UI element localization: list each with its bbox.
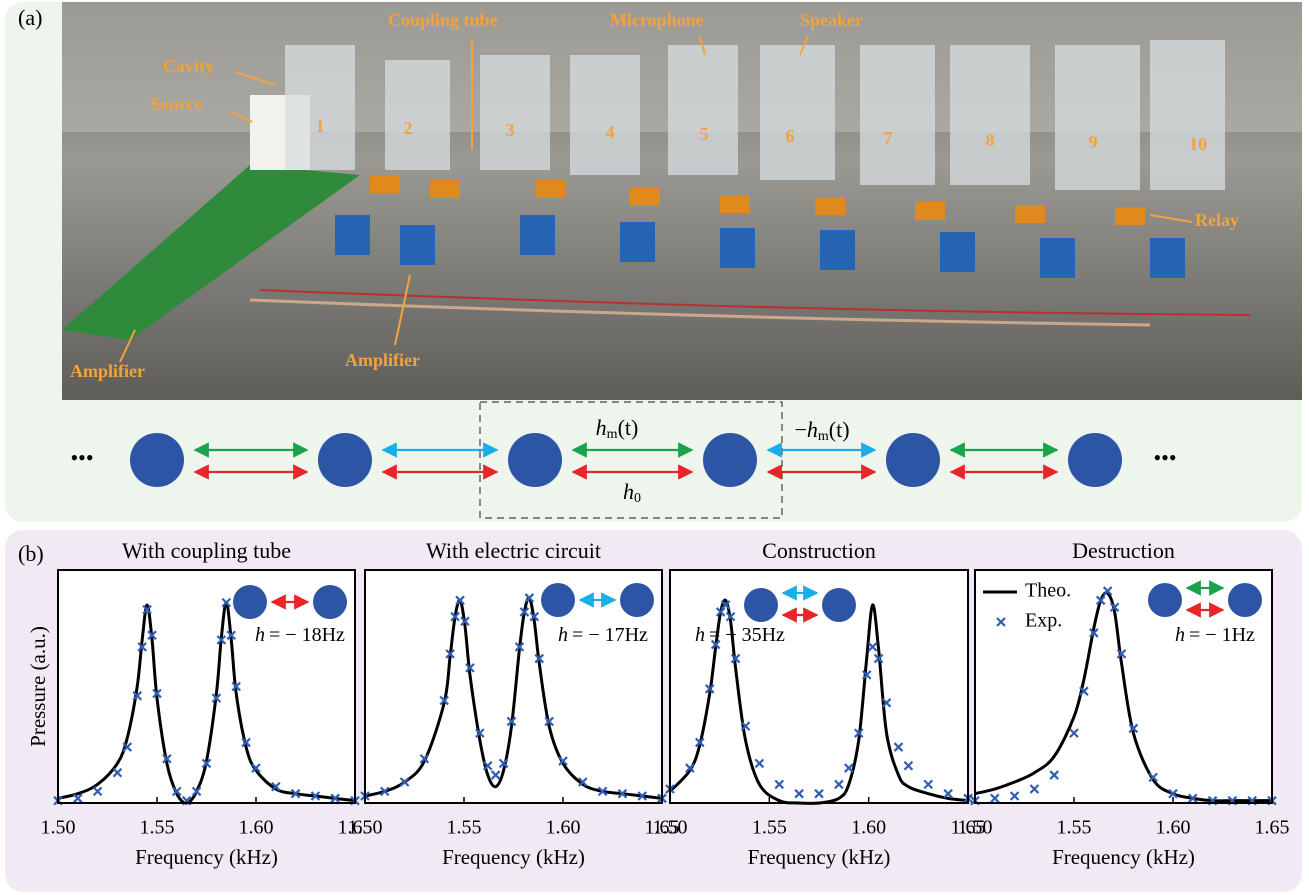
coupling-label: hm(t) [596, 415, 639, 442]
photo [62, 2, 1302, 400]
chart-title: With electric circuit [426, 538, 601, 563]
figure: (a) (b) Cavity Source Coupling tube Microphon… [0, 0, 1309, 895]
panel-label: (b) [18, 541, 44, 566]
cavity-number: 9 [1089, 132, 1098, 152]
x-tick-label: 1.50 [41, 817, 76, 839]
annotation-symbol: h [1175, 624, 1185, 646]
photo-label: Amplifier [70, 361, 145, 381]
cavity-number: 6 [786, 126, 795, 146]
inset-resonator [313, 585, 347, 619]
ellipsis: ••• [70, 445, 93, 470]
photo-label: Coupling tube [388, 10, 498, 30]
x-tick-label: 1.55 [140, 817, 175, 839]
resonator [318, 433, 372, 487]
cavity-number: 1 [316, 116, 325, 136]
photo-label: Microphone [610, 10, 704, 30]
annotation-text: = − 1Hz [1189, 624, 1255, 646]
x-axis-label: Frequency (kHz) [442, 845, 585, 869]
inset-resonator [233, 585, 267, 619]
photo-label: Relay [1195, 210, 1239, 230]
subscript: m [607, 427, 618, 442]
x-tick-label: 1.60 [851, 817, 886, 839]
inset-resonator [744, 588, 778, 622]
cavity-number: 7 [884, 128, 893, 148]
plot-area [670, 570, 968, 803]
chart-title: Construction [762, 538, 876, 563]
x-tick-label: 1.65 [1255, 817, 1290, 839]
x-axis-label: Frequency (kHz) [1052, 845, 1195, 869]
suffix: (t) [618, 415, 639, 440]
photo-label: Speaker [800, 10, 863, 30]
cavity-number: 4 [606, 122, 615, 142]
annotation-symbol: h [558, 624, 568, 646]
annotation-symbol: h [695, 624, 705, 646]
resonator [703, 433, 757, 487]
photo-label: Source [150, 94, 203, 114]
suffix: (t) [829, 417, 850, 442]
photo-label: Cavity [163, 56, 214, 76]
cavity-number: 10 [1189, 134, 1207, 154]
panel-label: (a) [18, 5, 42, 30]
x-axis-label: Frequency (kHz) [135, 845, 278, 869]
chart-title: Destruction [1072, 538, 1175, 563]
inset-resonator [1228, 583, 1262, 617]
plot-area [365, 570, 662, 803]
legend-label: Theo. [1025, 580, 1071, 602]
legend-label: Exp. [1025, 610, 1062, 632]
ellipsis: ••• [1153, 445, 1176, 470]
annotation-text: = − 35Hz [709, 624, 785, 646]
annotation: h= − 18Hz [255, 624, 345, 646]
cavity-number: 5 [700, 124, 709, 144]
x-tick-label: 1.60 [239, 817, 274, 839]
subscript: 0 [634, 491, 641, 506]
photo-label: Amplifier [345, 350, 420, 370]
x-tick-label: 1.50 [958, 817, 993, 839]
resonator [1068, 433, 1122, 487]
x-tick-label: 1.55 [752, 817, 787, 839]
x-tick-label: 1.60 [546, 817, 581, 839]
annotation: h= − 35Hz [695, 624, 785, 646]
inset-resonator [822, 588, 856, 622]
symbol: h [807, 417, 818, 442]
cavity-number: 2 [404, 118, 413, 138]
resonator [886, 433, 940, 487]
x-tick-label: 1.55 [447, 817, 482, 839]
symbol: h [623, 479, 634, 504]
page: (a) (b) Cavity Source Coupling tube Microphon… [0, 0, 1309, 895]
cavity-number: 3 [506, 120, 515, 140]
annotation-text: = − 18Hz [269, 624, 345, 646]
inset-resonator [620, 583, 654, 617]
x-tick-label: 1.50 [348, 817, 383, 839]
annotation: h= − 17Hz [558, 624, 648, 646]
y-axis-label: Pressure (a.u.) [26, 626, 50, 747]
inset-resonator [1148, 583, 1182, 617]
inset-resonator [541, 583, 575, 617]
x-tick-label: 1.50 [653, 817, 688, 839]
annotation-symbol: h [255, 624, 265, 646]
resonator [130, 433, 184, 487]
resonator [508, 433, 562, 487]
cavity-number: 8 [986, 130, 995, 150]
plot-area [58, 570, 355, 803]
subscript: m [818, 429, 829, 444]
chart-title: With coupling tube [122, 538, 291, 563]
x-tick-label: 1.55 [1057, 817, 1092, 839]
prefix: − [794, 417, 806, 442]
annotation-text: = − 17Hz [572, 624, 648, 646]
symbol: h [596, 415, 607, 440]
x-axis-label: Frequency (kHz) [748, 845, 891, 869]
x-tick-label: 1.60 [1156, 817, 1191, 839]
